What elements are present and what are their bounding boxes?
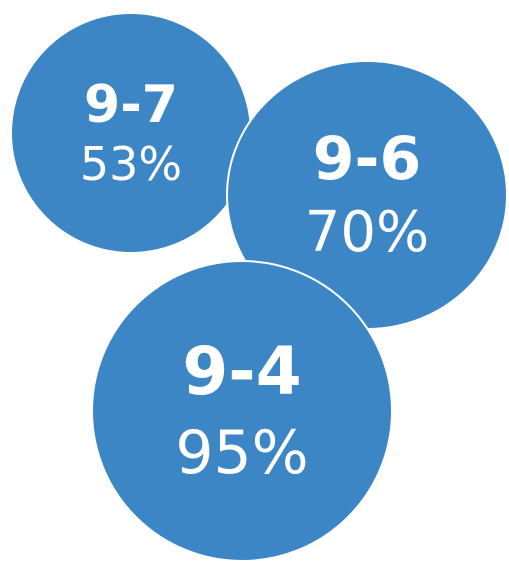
bubble-9-4: 9-4 95% bbox=[91, 260, 393, 562]
bubble-label: 9-4 bbox=[182, 333, 302, 410]
bubble-value: 70% bbox=[304, 200, 430, 265]
bubble-label: 9-6 bbox=[312, 124, 422, 194]
bubble-9-7: 9-7 53% bbox=[10, 12, 252, 254]
bubble-value: 53% bbox=[79, 137, 183, 191]
bubble-label: 9-7 bbox=[84, 75, 178, 135]
bubble-value: 95% bbox=[175, 418, 309, 488]
